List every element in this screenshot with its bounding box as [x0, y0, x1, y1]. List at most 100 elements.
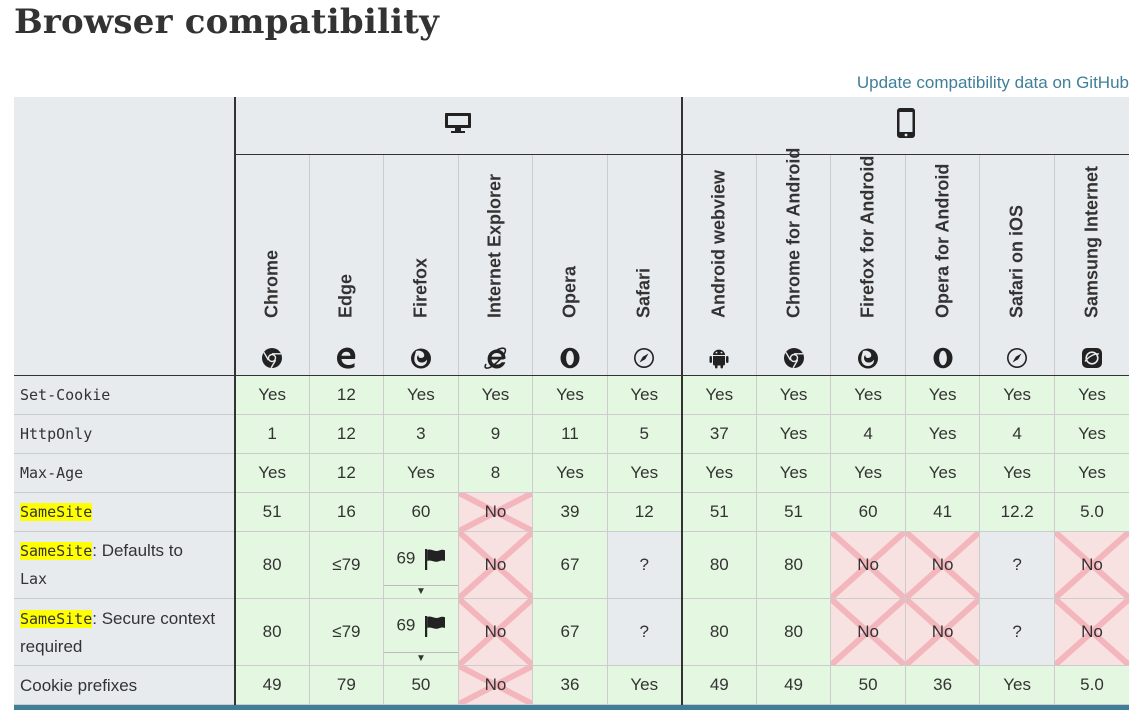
unsupported-cross-icon — [459, 599, 533, 665]
table-corner — [14, 97, 236, 376]
support-cell: Yes — [606, 375, 683, 415]
support-value: 9 — [490, 424, 501, 443]
flag-icon — [423, 615, 446, 637]
support-cell: 8 — [457, 453, 533, 493]
support-value: Yes — [1078, 424, 1106, 443]
support-cell: 5 — [606, 414, 683, 454]
feature-label: Set-Cookie — [14, 375, 236, 415]
support-value: 49 — [709, 675, 729, 694]
support-cell: Yes — [234, 375, 310, 415]
opera-icon — [932, 347, 954, 369]
support-cell: 79 — [308, 665, 384, 705]
support-value: No — [484, 675, 507, 694]
support-cell: ≤79 — [308, 531, 384, 599]
support-value: 49 — [784, 675, 804, 694]
feature-label: SameSite — [14, 492, 236, 532]
support-value: Yes — [1003, 385, 1032, 404]
support-value: Yes — [258, 385, 286, 404]
support-value: 12 — [336, 424, 356, 443]
support-value: ? — [1012, 622, 1022, 641]
browser-name: Firefox — [410, 257, 431, 318]
support-value: No — [857, 555, 879, 574]
support-value: Yes — [779, 385, 808, 404]
support-value: Yes — [258, 463, 286, 482]
platform-mobile — [681, 97, 1129, 155]
feature-label-text: : Defaults to — [92, 541, 183, 560]
unsupported-cross-icon — [906, 532, 980, 598]
unsupported-cross-icon — [831, 599, 905, 665]
support-value: 67 — [560, 622, 580, 641]
support-cell: Yes — [979, 665, 1055, 705]
feature-label-text: Cookie prefixes — [20, 675, 138, 695]
support-value: 51 — [262, 502, 282, 521]
support-cell: Yes — [830, 375, 906, 415]
support-cell[interactable]: 69 ▼ — [383, 531, 459, 599]
support-value: 12.2 — [1000, 502, 1034, 521]
support-cell: 39 — [532, 492, 608, 532]
browser-header-opera-for-android: Opera for Android — [904, 154, 980, 376]
support-value: 80 — [784, 622, 804, 641]
support-value: 12 — [336, 385, 356, 404]
firefox-icon — [410, 347, 432, 369]
table-row: Cookie prefixes 49 79 50 No 36 Yes 49 49 50 36 Yes 5… — [14, 665, 1129, 705]
browser-header-android-webview: Android webview — [681, 154, 757, 376]
support-value: 8 — [490, 463, 501, 482]
android-icon — [708, 347, 730, 369]
support-cell: Yes — [904, 453, 980, 493]
expand-caret-icon[interactable]: ▼ — [384, 652, 458, 665]
firefox-icon — [857, 347, 879, 369]
table-row: HttpOnly 1 12 3 9 11 5 37 Yes 4 Yes 4 Yes — [14, 414, 1129, 454]
support-value: ? — [639, 622, 649, 641]
support-cell: Yes — [904, 375, 980, 415]
support-value: 4 — [1012, 424, 1022, 443]
desktop-icon — [445, 113, 472, 133]
browser-name: Opera — [559, 265, 580, 318]
browser-name: Firefox for Android — [857, 155, 878, 318]
support-value: 69 — [396, 615, 416, 635]
support-cell: 80 — [681, 531, 757, 599]
support-cell: 5.0 — [1053, 665, 1129, 705]
support-cell[interactable]: 69 ▼ — [383, 598, 459, 666]
feature-label: Max-Age — [14, 453, 236, 493]
support-value: No — [1081, 622, 1103, 641]
support-value: 12 — [336, 463, 356, 482]
support-value: ≤79 — [332, 555, 361, 574]
compat-table-wrapper: Chrome Edge Firefox Internet Explorer Opera S… — [14, 97, 1129, 710]
support-cell: Yes — [979, 375, 1055, 415]
support-cell: 49 — [681, 665, 757, 705]
support-value: Yes — [1078, 463, 1106, 482]
support-value: Yes — [928, 424, 957, 443]
browser-header-safari: Safari — [606, 154, 683, 376]
browser-header-safari-on-ios: Safari on iOS — [979, 154, 1055, 376]
support-cell: 3 — [383, 414, 459, 454]
support-value: No — [484, 502, 507, 521]
page-title: Browser compatibility — [14, 2, 440, 42]
browser-name: Chrome for Android — [783, 147, 804, 318]
feature-label: SameSite: Secure context required — [14, 598, 236, 666]
browser-name: Internet Explorer — [484, 173, 505, 318]
support-cell: 80 — [681, 598, 757, 666]
update-compat-data-link[interactable]: Update compatibility data on GitHub — [856, 73, 1129, 92]
browser-header-edge: Edge — [308, 154, 384, 376]
support-cell: 51 — [681, 492, 757, 532]
support-value: 12 — [634, 502, 654, 521]
feature-code-name: SameSite — [20, 542, 93, 560]
browser-header-firefox-for-android: Firefox for Android — [830, 154, 906, 376]
expand-caret-icon[interactable]: ▼ — [384, 585, 458, 598]
browser-name: Chrome — [261, 249, 282, 318]
support-value: Yes — [630, 675, 659, 694]
support-value: 67 — [560, 555, 580, 574]
support-cell: No — [1053, 598, 1129, 666]
support-value: 51 — [784, 502, 804, 521]
unsupported-cross-icon — [459, 493, 533, 531]
flag-icon — [423, 548, 446, 570]
support-cell: 49 — [234, 665, 310, 705]
support-cell: 51 — [755, 492, 831, 532]
support-value: 49 — [262, 675, 282, 694]
browser-header-firefox: Firefox — [383, 154, 459, 376]
support-cell: 60 — [383, 492, 459, 532]
support-value: 41 — [933, 502, 953, 521]
support-value: Yes — [854, 463, 882, 482]
support-cell: 60 — [830, 492, 906, 532]
feature-code-name: Set-Cookie — [20, 386, 111, 404]
